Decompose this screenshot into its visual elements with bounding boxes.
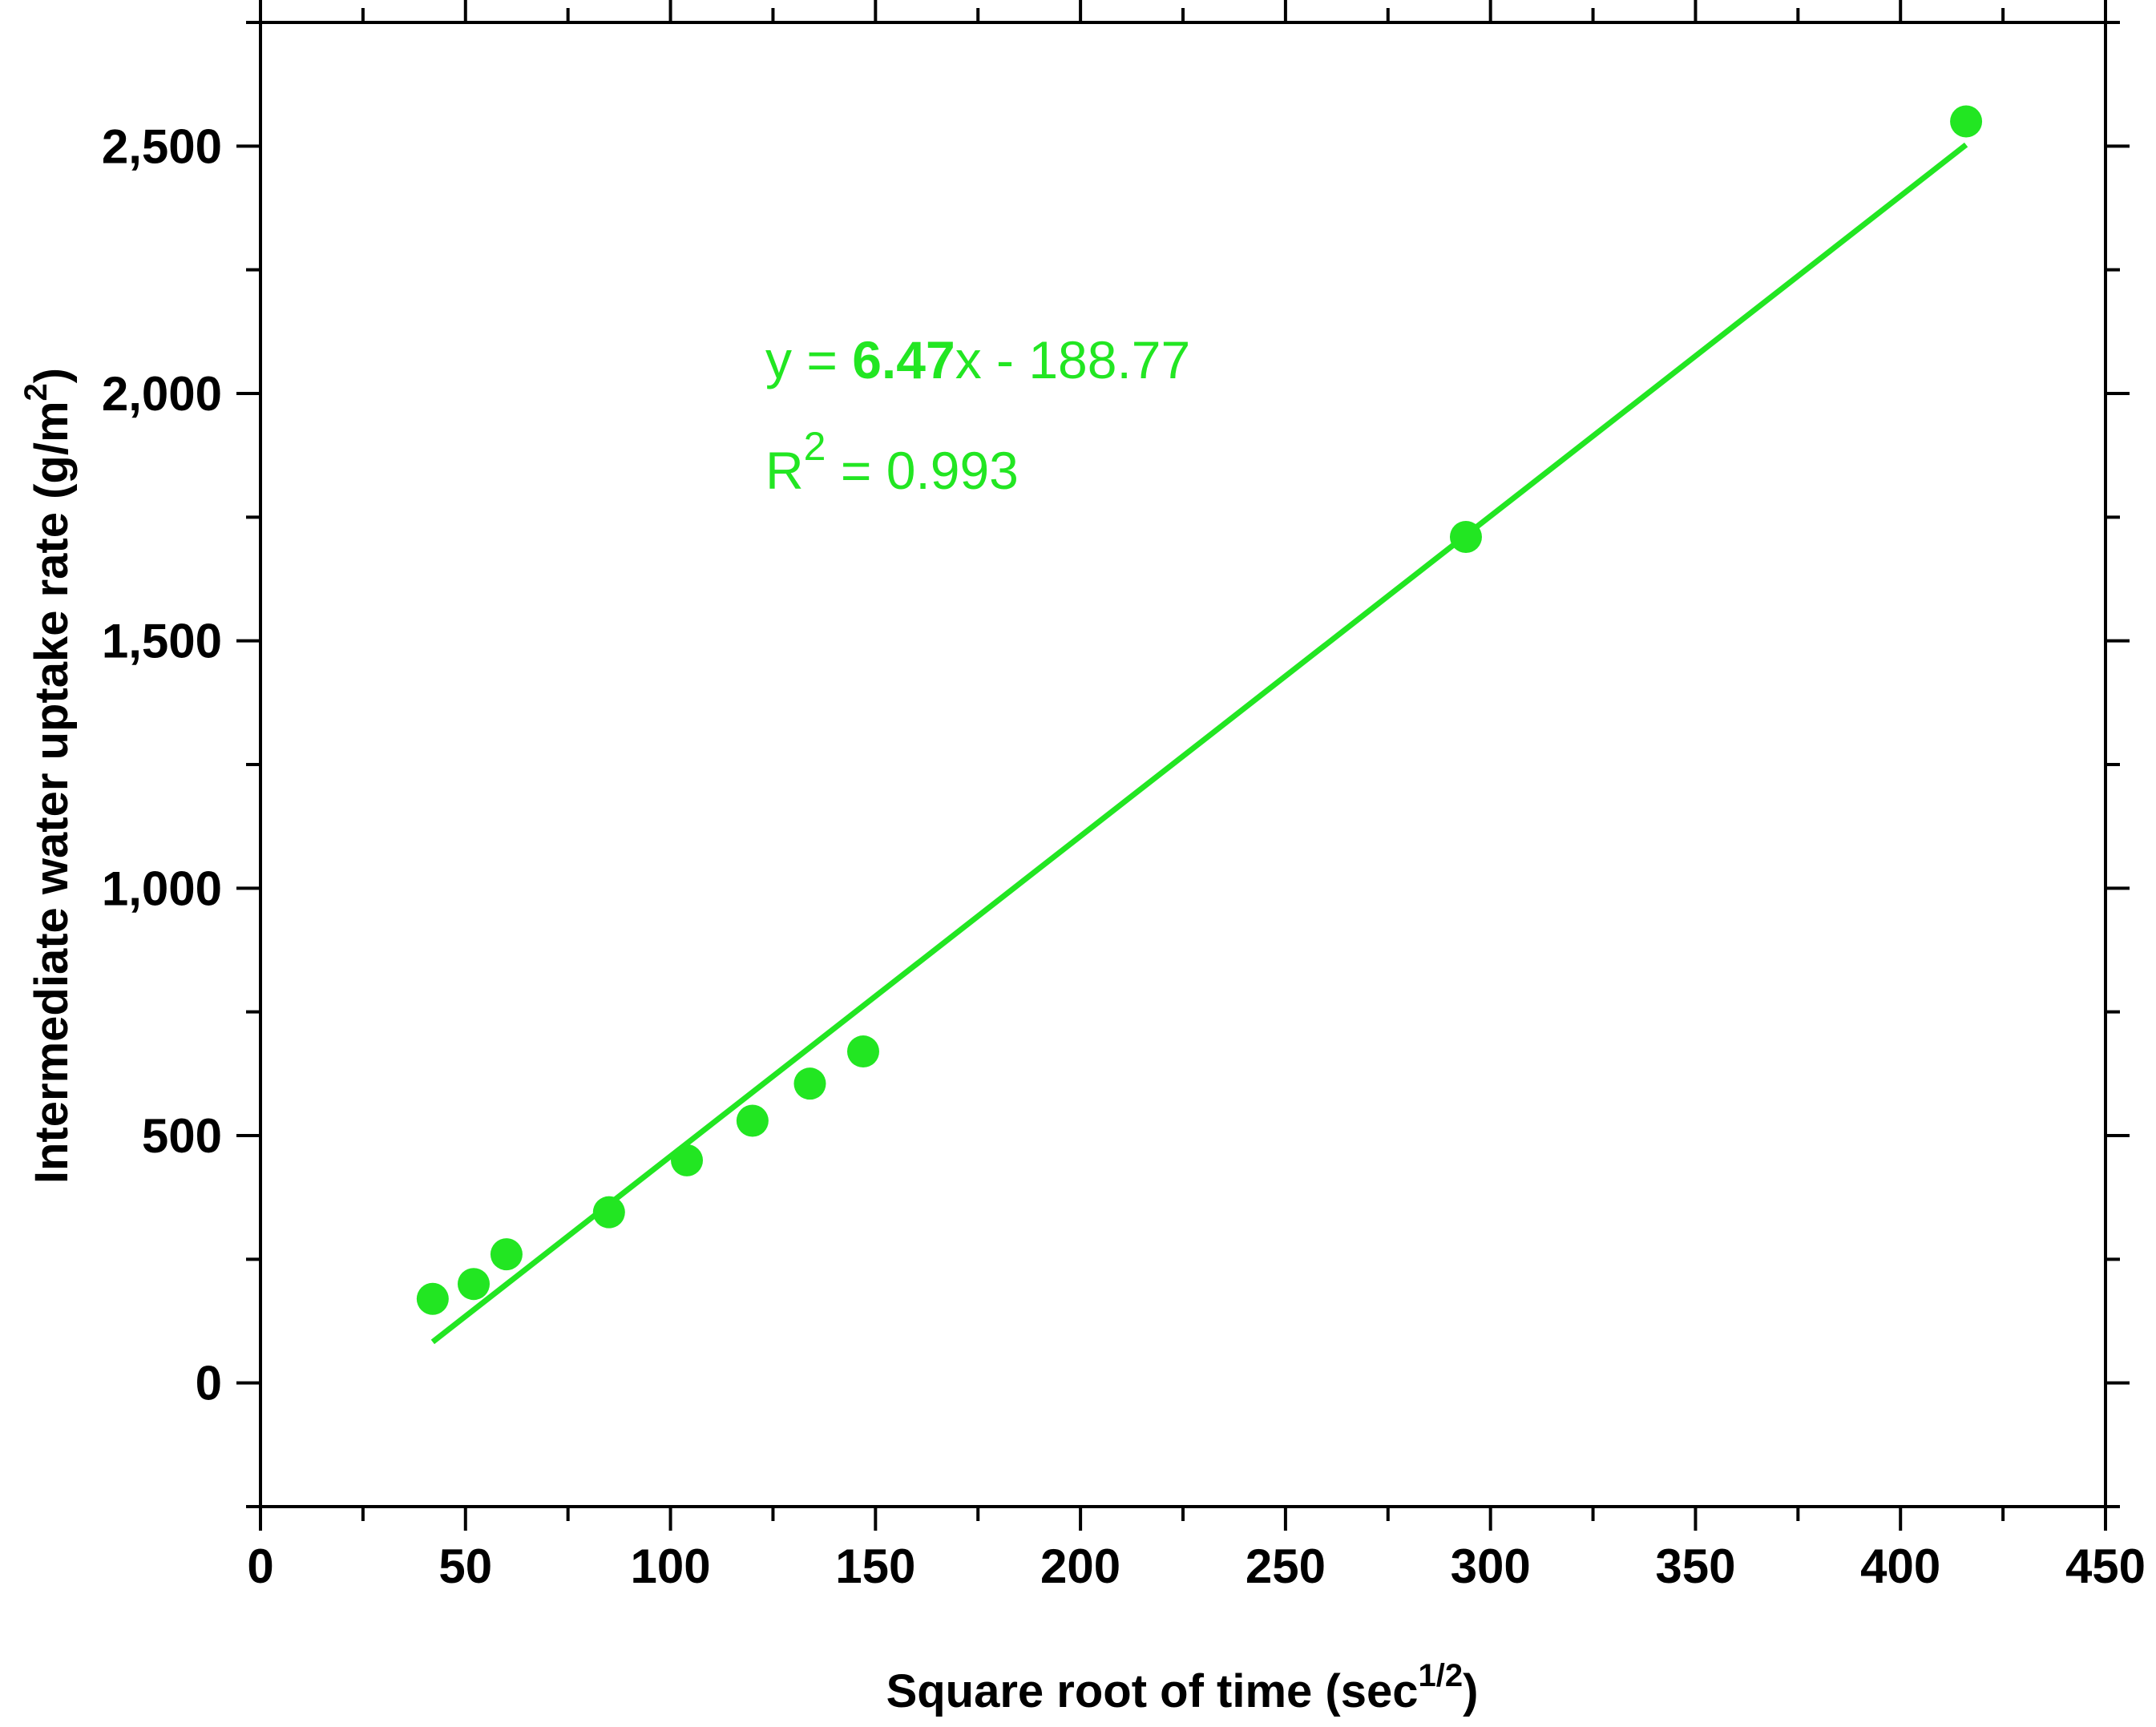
- x-tick-label: 100: [631, 1539, 711, 1593]
- x-axis-title-sup: 1/2: [1418, 1658, 1463, 1693]
- x-tick-label: 300: [1451, 1539, 1531, 1593]
- r2-letter: R: [765, 441, 804, 500]
- data-point: [592, 1196, 625, 1229]
- y-tick-label: 500: [142, 1109, 222, 1163]
- x-tick-label: 0: [247, 1539, 273, 1593]
- equation-prefix: y =: [765, 330, 852, 389]
- x-tick-label: 50: [438, 1539, 492, 1593]
- x-tick-label: 250: [1246, 1539, 1326, 1593]
- x-tick-label: 200: [1040, 1539, 1120, 1593]
- x-axis-title: Square root of time (sec1/2): [886, 1658, 1479, 1717]
- data-point: [793, 1067, 826, 1100]
- y-axis-title: Intermediate water uptake rate (g/m2): [18, 368, 78, 1184]
- x-tick-label: 450: [2065, 1539, 2146, 1593]
- y-axis-title-end: ): [26, 368, 78, 383]
- r-squared-annotation: R2 = 0.993: [765, 424, 1019, 500]
- equation-suffix: x - 188.77: [955, 330, 1191, 389]
- data-point: [490, 1238, 523, 1271]
- data-point: [846, 1035, 879, 1068]
- equation-slope: 6.47: [852, 330, 955, 389]
- x-tick-label: 400: [1860, 1539, 1940, 1593]
- data-point: [1950, 105, 1983, 138]
- x-axis-title-main: Square root of time (sec: [886, 1665, 1419, 1717]
- data-point: [416, 1282, 449, 1315]
- equation-annotation: y = 6.47x - 188.77: [765, 330, 1190, 389]
- r2-superscript: 2: [804, 424, 826, 469]
- y-tick-label: 0: [196, 1357, 222, 1410]
- data-point: [1449, 521, 1482, 554]
- tick-labels: 0 50 100 150 200 250 300 350 400 450 0 500 1,000 1,50…: [102, 119, 2146, 1593]
- y-axis-title-sup: 2: [18, 383, 54, 401]
- data-point: [458, 1268, 491, 1301]
- plot-frame: [259, 21, 2107, 1508]
- axis-ticks: [236, 0, 2130, 1531]
- data-point: [736, 1104, 769, 1137]
- y-axis-title-main: Intermediate water uptake rate (g/m: [26, 401, 78, 1184]
- data-point: [671, 1144, 704, 1176]
- fit-line: [430, 142, 1968, 1345]
- y-tick-label: 1,000: [102, 861, 222, 915]
- y-tick-label: 1,500: [102, 615, 222, 668]
- x-axis-title-end: ): [1463, 1665, 1478, 1717]
- x-tick-label: 150: [835, 1539, 915, 1593]
- r2-value: = 0.993: [826, 441, 1018, 500]
- y-tick-label: 2,500: [102, 119, 222, 173]
- y-tick-label: 2,000: [102, 367, 222, 421]
- x-tick-label: 350: [1655, 1539, 1735, 1593]
- data-points: [416, 105, 1983, 1315]
